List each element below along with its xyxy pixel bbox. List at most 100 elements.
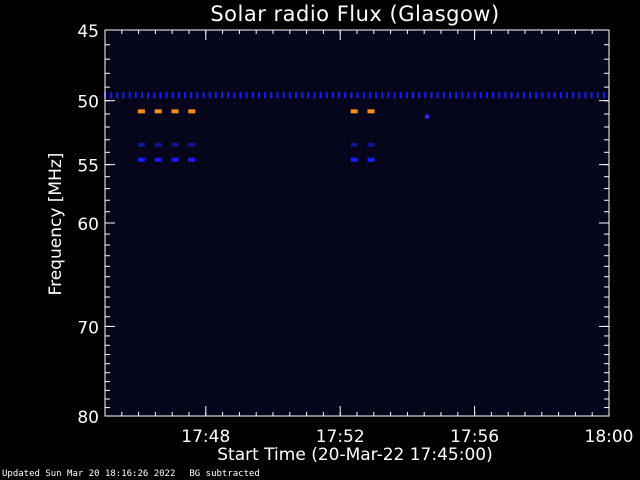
noise-texture: [105, 31, 608, 415]
band-dot: [221, 92, 224, 99]
y-tick-label: 80: [77, 408, 99, 428]
band-dot: [584, 92, 587, 99]
band-dot: [110, 92, 113, 99]
emission-dash: [350, 109, 358, 114]
axes: 17:48 17:52 17:56 18:00 45 50 55 60 70 80: [77, 22, 633, 447]
emission-dash: [171, 157, 179, 162]
footer: Updated Sun Mar 20 18:16:26 2022 BG subtr…: [2, 469, 260, 479]
band-dot: [159, 92, 162, 99]
band-dot: [430, 92, 433, 99]
band-dot: [572, 92, 575, 99]
band-dot: [313, 92, 316, 99]
band-dot: [387, 92, 390, 99]
band-dot: [202, 92, 205, 99]
band-dot: [405, 92, 408, 99]
y-tick-label: 55: [77, 157, 99, 177]
band-dot: [510, 92, 513, 99]
band-dot: [541, 92, 544, 99]
band-dot: [134, 92, 137, 99]
band-dot: [504, 92, 507, 99]
band-dot: [270, 92, 273, 99]
band-dot: [492, 92, 495, 99]
band-dot: [393, 92, 396, 99]
band-dot: [171, 92, 174, 99]
band-dot: [319, 92, 322, 99]
band-dot: [245, 92, 248, 99]
band-dot: [362, 92, 365, 99]
y-tick-label: 70: [77, 318, 99, 338]
band-dot: [177, 92, 180, 99]
band-dot: [485, 92, 488, 99]
band-dot: [381, 92, 384, 99]
band-dot: [516, 92, 519, 99]
band-dot: [294, 92, 297, 99]
band-dot: [165, 92, 168, 99]
band-dot: [566, 92, 568, 99]
emission-dash: [137, 157, 145, 162]
band-dot: [461, 92, 464, 99]
emission-dash: [367, 109, 375, 114]
band-dot: [375, 92, 378, 99]
emission-dash: [188, 157, 196, 162]
x-tick-label: 17:56: [450, 427, 499, 447]
band-dot: [424, 92, 427, 99]
emission-dash: [350, 142, 358, 147]
band-dot: [288, 92, 291, 99]
band-dot: [344, 92, 347, 99]
band-dot: [535, 92, 538, 99]
band-dot: [147, 92, 150, 99]
band-dot: [399, 92, 402, 99]
band-dot: [442, 92, 445, 99]
band-dot: [479, 92, 482, 99]
band-dot: [184, 92, 187, 99]
band-dot: [307, 92, 310, 99]
x-tick-label: 17:48: [181, 427, 230, 447]
emission-dash: [188, 142, 196, 147]
band-dot: [239, 92, 242, 99]
band-dot: [350, 92, 353, 99]
background-note: BG subtracted: [189, 469, 260, 479]
band-dot: [368, 92, 371, 99]
emission-dash: [188, 109, 196, 114]
emission-features: [104, 92, 605, 162]
band-dot: [140, 92, 143, 99]
band-dot: [282, 92, 285, 99]
band-dot: [196, 92, 199, 99]
band-dot: [190, 92, 193, 99]
band-dot: [473, 92, 476, 99]
emission-dash: [171, 109, 179, 114]
emission-dash: [154, 109, 162, 114]
band-dot: [448, 92, 451, 99]
emission-dash: [137, 142, 145, 147]
band-dot: [578, 92, 581, 99]
x-axis-label: Start Time (20-Mar-22 17:45:00): [217, 445, 493, 465]
y-tick-label: 50: [77, 93, 99, 113]
band-dot: [455, 92, 458, 99]
emission-dash: [154, 142, 162, 147]
y-tick-label: 60: [77, 215, 99, 235]
band-dot: [153, 92, 156, 99]
band-dot: [498, 92, 501, 99]
band-dot: [128, 92, 131, 99]
emission-dash: [367, 157, 375, 162]
chart-title: Solar radio Flux (Glasgow): [210, 2, 500, 26]
band-dot: [258, 92, 260, 99]
updated-timestamp: Updated Sun Mar 20 18:16:26 2022: [2, 469, 176, 479]
band-dot: [338, 92, 341, 99]
band-dot: [251, 92, 254, 99]
band-dot: [529, 92, 532, 99]
emission-dash: [367, 142, 375, 147]
emission-dash: [171, 142, 179, 147]
emission-dash: [137, 109, 145, 114]
band-dot: [227, 92, 230, 99]
y-tick-label: 45: [77, 22, 99, 42]
band-dot: [436, 92, 439, 99]
y-axis-label: Frequency [MHz]: [46, 152, 66, 296]
emission-dash: [154, 157, 162, 162]
band-dot: [596, 92, 599, 99]
x-tick-label: 17:52: [316, 427, 365, 447]
emission-dash: [350, 157, 358, 162]
band-dot: [116, 92, 119, 99]
band-dot: [208, 92, 211, 99]
